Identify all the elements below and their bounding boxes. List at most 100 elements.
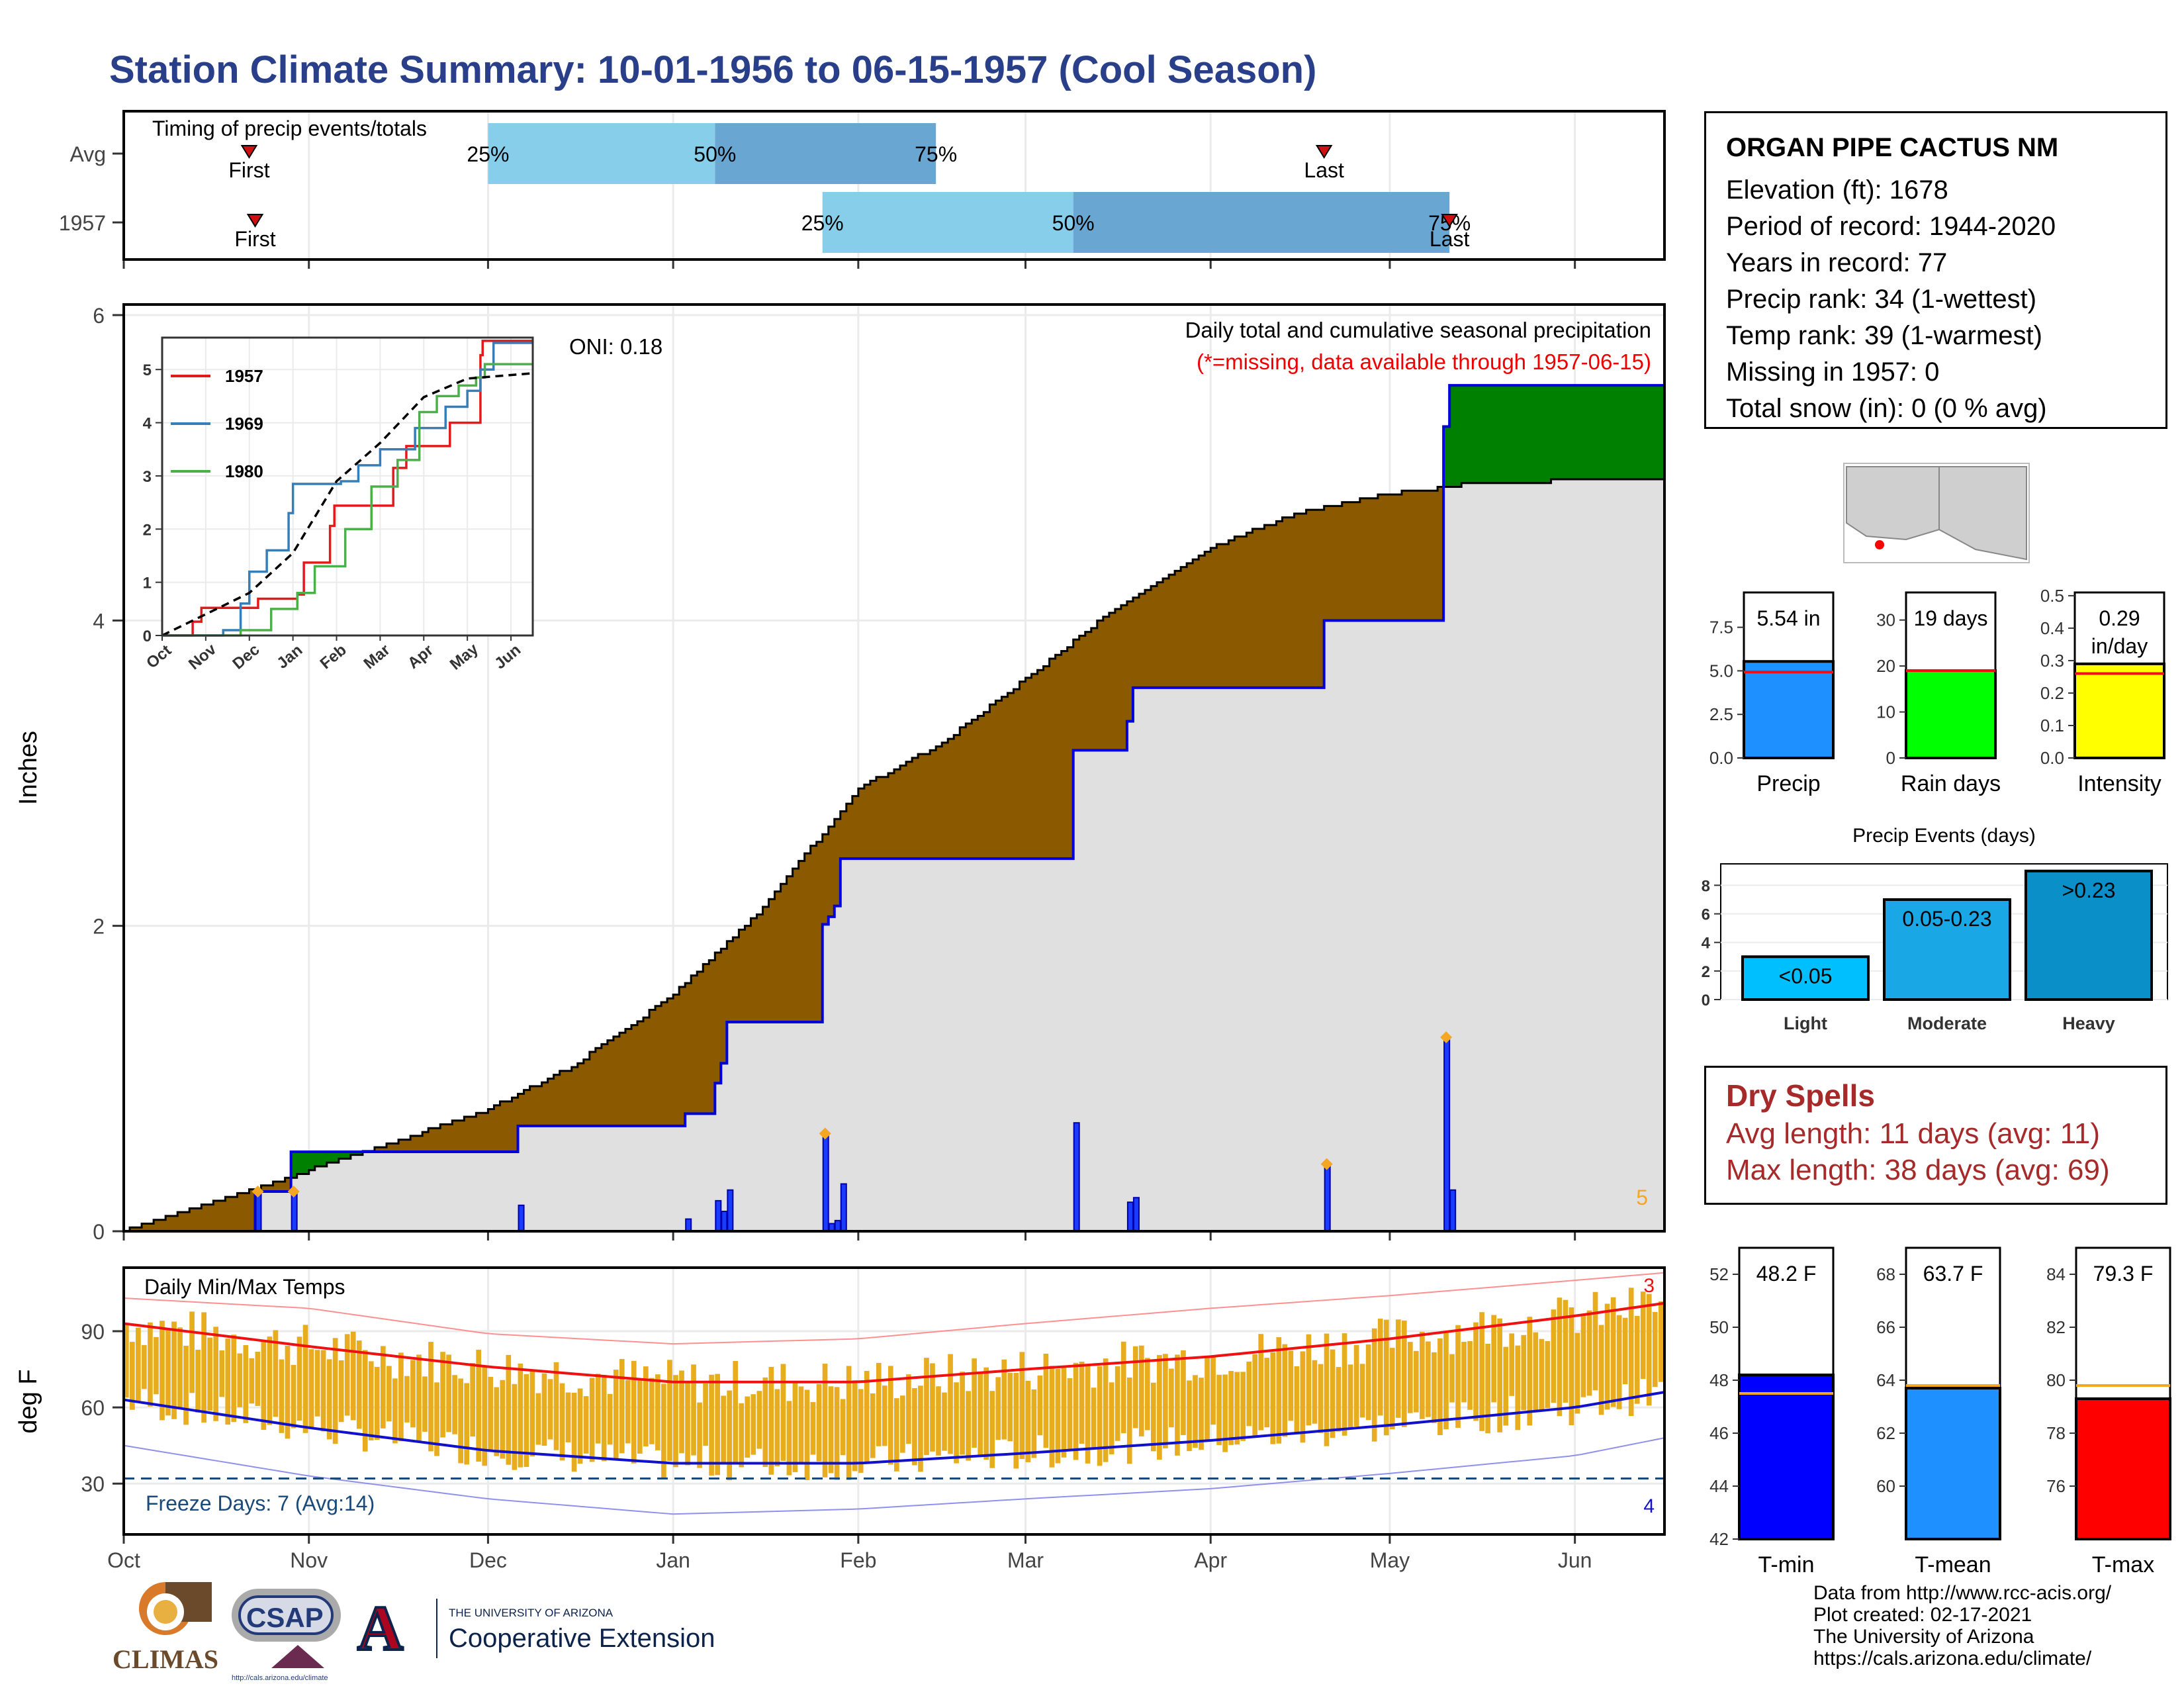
- deficit-area-segment: [1263, 524, 1271, 688]
- deficit-area-segment: [1288, 517, 1295, 688]
- daily-temp-bar: [1246, 1361, 1252, 1427]
- precip-events-y-tick-label: 4: [1702, 935, 1711, 953]
- daily-temp-bar: [1491, 1315, 1496, 1403]
- deficit-area-segment: [1407, 490, 1414, 621]
- daily-temp-bar: [1306, 1334, 1312, 1426]
- deficit-area-segment: [183, 1211, 190, 1232]
- deficit-area-segment: [774, 891, 782, 1023]
- daily-temp-bar: [1187, 1380, 1192, 1452]
- timing-row-label: Avg: [69, 142, 106, 166]
- dry-spells-avg: Avg length: 11 days (avg: 11): [1726, 1117, 2101, 1150]
- station-line: Missing in 1957: 0: [1726, 357, 1940, 387]
- daily-temp-bar: [159, 1321, 165, 1421]
- deficit-area-segment: [1251, 528, 1259, 688]
- deficit-area-segment: [935, 746, 942, 859]
- deficit-area-segment: [1353, 502, 1361, 621]
- daily-temp-bar: [535, 1393, 541, 1445]
- deficit-area-segment: [1037, 669, 1044, 859]
- ua-logo-small: THE UNIVERSITY OF ARIZONA: [449, 1607, 614, 1619]
- deficit-area-segment: [649, 1009, 656, 1127]
- tmin-summary-y-tick-label: 48: [1709, 1370, 1729, 1390]
- daily-temp-bar: [876, 1362, 882, 1446]
- daily-temp-bar: [1545, 1341, 1551, 1409]
- daily-temp-bar: [810, 1402, 816, 1455]
- daily-temp-bar: [1234, 1372, 1240, 1445]
- precip-events-title: Precip Events (days): [1852, 825, 2036, 847]
- deficit-area-segment: [1324, 505, 1331, 621]
- daily-temp-bar: [1443, 1331, 1449, 1430]
- deficit-area-segment: [1204, 551, 1211, 688]
- temp-y-tick-label: 60: [81, 1396, 105, 1420]
- deficit-area-segment: [224, 1196, 232, 1232]
- deficit-area-segment: [923, 753, 931, 859]
- month-tick-label: Mar: [1007, 1548, 1044, 1572]
- deficit-area-segment: [655, 1006, 662, 1127]
- daily-temp-bar: [739, 1403, 745, 1468]
- deficit-area-segment: [971, 719, 978, 859]
- daily-temp-bar: [344, 1334, 350, 1416]
- daily-temp-bar: [1574, 1333, 1580, 1414]
- station-line: Elevation (ft): 1678: [1726, 175, 1948, 205]
- deficit-area-segment: [457, 1120, 465, 1152]
- daily-temp-bar: [1049, 1366, 1055, 1468]
- daily-temp-bar: [308, 1349, 314, 1429]
- tmin-summary-y-tick-label: 52: [1709, 1264, 1729, 1284]
- daily-temp-bar: [751, 1394, 756, 1455]
- station-name: ORGAN PIPE CACTUS NM: [1726, 133, 2059, 162]
- daily-temp-bar: [1420, 1331, 1425, 1419]
- surplus-area-segment: [1563, 385, 1570, 480]
- deficit-area-segment: [965, 723, 972, 859]
- daily-temp-bar: [948, 1354, 953, 1454]
- surplus-area-segment: [1490, 385, 1498, 484]
- deficit-area-segment: [242, 1192, 250, 1232]
- deficit-area-segment: [463, 1116, 471, 1152]
- precip-events-y-tick-label: 0: [1702, 992, 1710, 1009]
- daily-temp-bar: [1061, 1367, 1067, 1458]
- daily-temp-bar: [356, 1340, 362, 1429]
- deficit-area-segment: [1150, 585, 1158, 688]
- deficit-area-segment: [1413, 490, 1420, 621]
- daily-precip-bar: [1449, 1189, 1457, 1232]
- timing-bar-q1: [488, 123, 715, 184]
- daily-temp-bar: [1479, 1312, 1484, 1431]
- top-event-marker: [251, 1186, 264, 1198]
- daily-temp-bar: [822, 1364, 828, 1477]
- deficit-area-segment: [523, 1090, 531, 1127]
- daily-temp-bar: [989, 1391, 995, 1468]
- surplus-area-segment: [1520, 385, 1527, 484]
- daily-temp-bar: [733, 1360, 739, 1463]
- surplus-area-segment: [1455, 385, 1462, 487]
- oni-label: ONI: 0.18: [569, 334, 662, 359]
- daily-temp-bar: [625, 1380, 631, 1444]
- daily-temp-bar: [1408, 1342, 1413, 1413]
- station-line: Temp rank: 39 (1-warmest): [1726, 321, 2042, 350]
- deficit-area-segment: [1222, 543, 1229, 688]
- daily-temp-bar: [1258, 1334, 1264, 1430]
- rain-days-y-tick-label: 0: [1886, 748, 1895, 768]
- deficit-area-segment: [756, 914, 763, 1023]
- daily-temp-bar: [691, 1364, 696, 1456]
- daily-temp-bar: [912, 1388, 917, 1466]
- daily-temp-bar: [1353, 1344, 1359, 1427]
- deficit-area-segment: [1138, 593, 1146, 688]
- month-tick-label: Nov: [290, 1548, 328, 1572]
- deficit-area-segment: [1431, 490, 1438, 621]
- daily-temp-bar: [1646, 1293, 1652, 1406]
- tmean-summary-category-label: T-mean: [1915, 1552, 1991, 1577]
- daily-temp-bar: [613, 1370, 619, 1460]
- daily-temp-bar: [213, 1327, 219, 1421]
- daily-temp-bar: [332, 1338, 338, 1444]
- daily-precip-bar: [1132, 1197, 1140, 1232]
- daily-temp-bar: [1401, 1320, 1407, 1427]
- surplus-area-segment: [1610, 385, 1617, 480]
- precip-panel-subtitle: (*=missing, data available through 1957-…: [1197, 350, 1651, 374]
- tmean-summary-y-tick-label: 66: [1876, 1317, 1895, 1337]
- daily-temp-bar: [500, 1380, 506, 1459]
- daily-temp-bar: [243, 1344, 249, 1423]
- credit-line: Data from http://www.rcc-acis.org/: [1813, 1582, 2112, 1604]
- daily-temp-bar: [1276, 1337, 1282, 1444]
- dry-spells-title: Dry Spells: [1726, 1078, 1875, 1113]
- daily-temp-bar: [1019, 1352, 1025, 1460]
- inset-series-line: [162, 342, 533, 637]
- daily-temp-bar: [279, 1359, 285, 1433]
